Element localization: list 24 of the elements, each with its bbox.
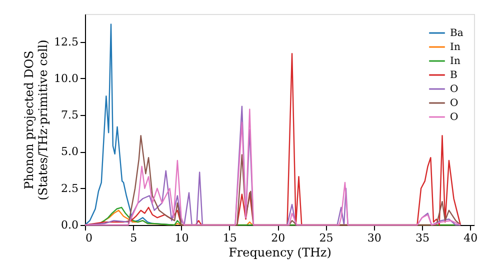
legend-label: B <box>450 70 458 81</box>
x-tick-label: 5 <box>130 232 138 244</box>
y-tick-label: 7.5 <box>61 108 78 122</box>
x-tick-label: 10 <box>174 232 189 244</box>
x-tick-label: 35 <box>416 232 430 244</box>
y-tick-label: 2.5 <box>61 182 78 195</box>
legend-label: O <box>450 98 458 109</box>
x-tick-label: 20 <box>271 232 286 244</box>
legend-label: Ba <box>450 28 464 39</box>
legend-label: O <box>450 84 458 95</box>
legend-label: In <box>450 56 461 67</box>
y-tick-label: 5.0 <box>61 145 78 158</box>
x-tick-label: 25 <box>319 232 334 244</box>
y-axis-title: Phonon projected DOS (States/THz·primitive cell) <box>22 40 50 200</box>
legend-label: In <box>450 42 461 53</box>
x-tick-label: 30 <box>367 232 382 244</box>
y-tick-label: 10.0 <box>54 72 78 85</box>
legend-label: O <box>450 112 458 123</box>
x-tick-label: 0 <box>86 232 92 244</box>
y-tick-label: 0.0 <box>61 218 78 232</box>
x-tick-label: 15 <box>222 232 237 244</box>
x-axis-title: Frequency (THz) <box>228 246 332 260</box>
y-tick-label: 12.5 <box>54 35 78 48</box>
x-tick-label: 40 <box>464 232 478 244</box>
